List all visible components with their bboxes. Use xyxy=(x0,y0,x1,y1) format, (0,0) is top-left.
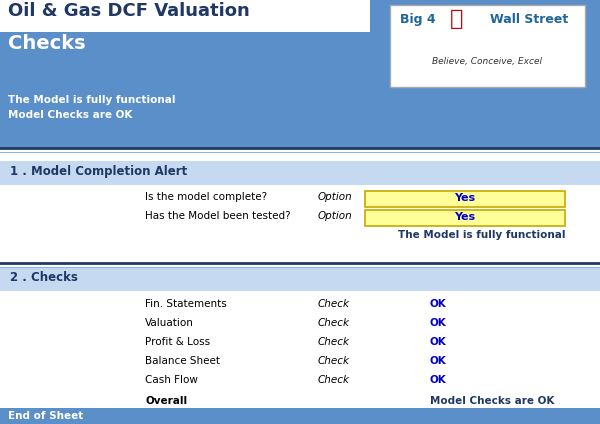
Text: The Model is fully functional: The Model is fully functional xyxy=(398,230,565,240)
Text: The Model is fully functional: The Model is fully functional xyxy=(8,95,176,105)
Text: Check: Check xyxy=(318,375,350,385)
Text: Overall: Overall xyxy=(145,396,187,406)
Text: Model Checks are OK: Model Checks are OK xyxy=(430,396,554,406)
Text: Check: Check xyxy=(318,299,350,309)
Text: Believe, Conceive, Excel: Believe, Conceive, Excel xyxy=(433,57,542,66)
Text: Has the Model been tested?: Has the Model been tested? xyxy=(145,211,290,221)
Text: OK: OK xyxy=(430,375,447,385)
Bar xyxy=(0,0,600,148)
Text: Yes: Yes xyxy=(454,193,476,203)
Text: Cash Flow: Cash Flow xyxy=(145,375,198,385)
Bar xyxy=(0,185,600,263)
Bar xyxy=(390,5,585,87)
Text: Big 4: Big 4 xyxy=(400,13,436,26)
Text: Is the model complete?: Is the model complete? xyxy=(145,192,267,202)
Text: Wall Street: Wall Street xyxy=(490,13,568,26)
Text: 1 . Model Completion Alert: 1 . Model Completion Alert xyxy=(10,165,187,178)
Text: Balance Sheet: Balance Sheet xyxy=(145,356,220,366)
Bar xyxy=(365,191,565,207)
Text: End of Sheet: End of Sheet xyxy=(8,411,83,421)
Text: Model Checks are OK: Model Checks are OK xyxy=(8,110,133,120)
Text: Checks: Checks xyxy=(8,34,86,53)
Text: 2 . Checks: 2 . Checks xyxy=(10,271,78,284)
Text: Fin. Statements: Fin. Statements xyxy=(145,299,227,309)
Text: Valuation: Valuation xyxy=(145,318,194,328)
Text: Check: Check xyxy=(318,356,350,366)
Text: Option: Option xyxy=(318,192,353,202)
Bar xyxy=(0,161,600,185)
Text: 🦅: 🦅 xyxy=(451,9,464,29)
Text: Yes: Yes xyxy=(454,212,476,222)
Text: Profit & Loss: Profit & Loss xyxy=(145,337,210,347)
Bar xyxy=(0,0,370,32)
Bar xyxy=(0,267,600,291)
Text: Oil & Gas DCF Valuation: Oil & Gas DCF Valuation xyxy=(8,2,250,20)
Text: OK: OK xyxy=(430,356,447,366)
Text: Option: Option xyxy=(318,211,353,221)
Bar xyxy=(0,408,600,424)
Bar xyxy=(0,291,600,408)
Text: Check: Check xyxy=(318,337,350,347)
Text: OK: OK xyxy=(430,318,447,328)
Text: OK: OK xyxy=(430,299,447,309)
Text: OK: OK xyxy=(430,337,447,347)
Bar xyxy=(365,210,565,226)
Text: Check: Check xyxy=(318,318,350,328)
